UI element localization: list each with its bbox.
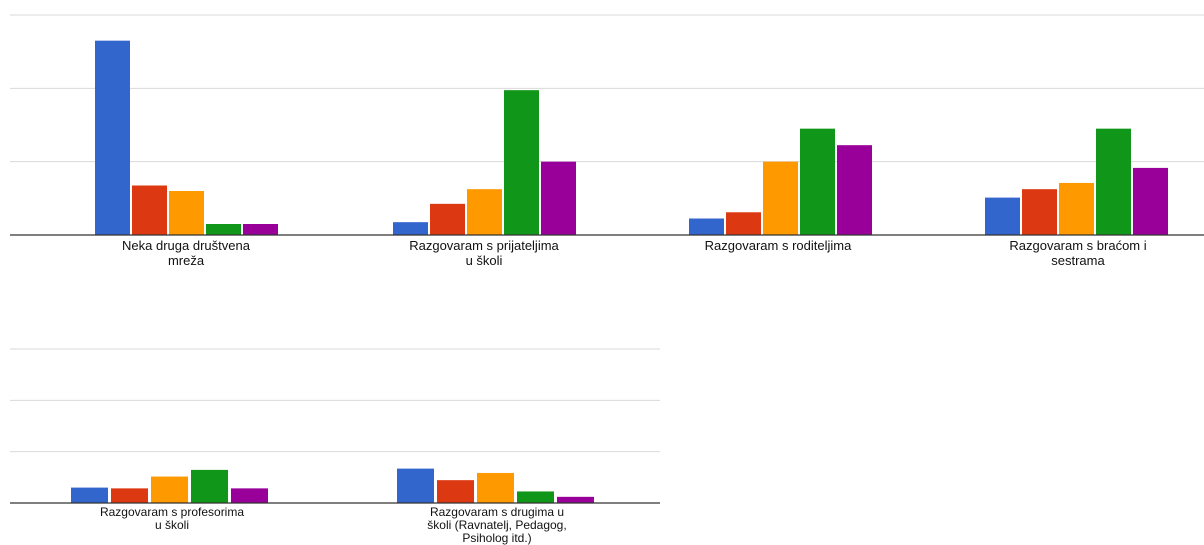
category-label: Razgovaram s drugima u školi (Ravnatelj, … [427,505,566,545]
bar [1022,189,1057,235]
bar [1133,167,1168,235]
bar [151,476,188,503]
bar [397,468,434,503]
category-label-line: Neka druga društvena [122,238,251,253]
bar [467,189,502,235]
bar [985,197,1020,235]
bar [517,491,554,503]
bar [132,185,167,235]
bar [837,145,872,235]
bar [71,487,108,503]
bar [231,488,268,503]
category-label-line: školi (Ravnatelj, Pedagog, [427,518,566,532]
bar [243,224,278,235]
bar [541,161,576,235]
category-label-line: u školi [466,253,503,268]
category-label-line: Razgovaram s prijateljima [409,238,559,253]
category-label-line: Razgovaram s drugima u [430,505,564,519]
bar [437,480,474,503]
bar [393,222,428,235]
bar [800,128,835,235]
bar [169,191,204,235]
category-label-line: Razgovaram s profesorima [100,505,244,519]
category-label: Razgovaram s prijateljima u školi [409,238,559,268]
category-label: Razgovaram s braćom i sestrama [1009,238,1146,268]
bar [689,218,724,235]
category-label: Razgovaram s roditeljima [705,238,852,253]
category-label-line: Razgovaram s roditeljima [705,238,852,253]
bar [111,488,148,503]
bar [95,40,130,235]
category-label: Razgovaram s profesorima u školi [100,505,244,532]
bar [1059,182,1094,235]
bar [504,90,539,236]
bar [477,472,514,503]
bar [726,212,761,235]
category-label-line: Razgovaram s braćom i [1009,238,1146,253]
bar [191,469,228,503]
category-label: Neka druga društvena mreža [122,238,251,268]
category-label-line: u školi [155,518,189,532]
category-label-line: sestrama [1051,253,1105,268]
chart-panel-bottom: Razgovaram s profesorima u školiRazgovara… [10,348,660,545]
category-label-line: Psiholog itd.) [462,531,531,545]
bar [557,496,594,503]
bar [206,224,241,235]
bar [430,203,465,235]
bar [763,161,798,235]
bar [1096,128,1131,235]
chart-panel-top: Neka druga društvena mreža Razgovaram s pr… [10,14,1204,268]
category-label-line: mreža [168,253,205,268]
